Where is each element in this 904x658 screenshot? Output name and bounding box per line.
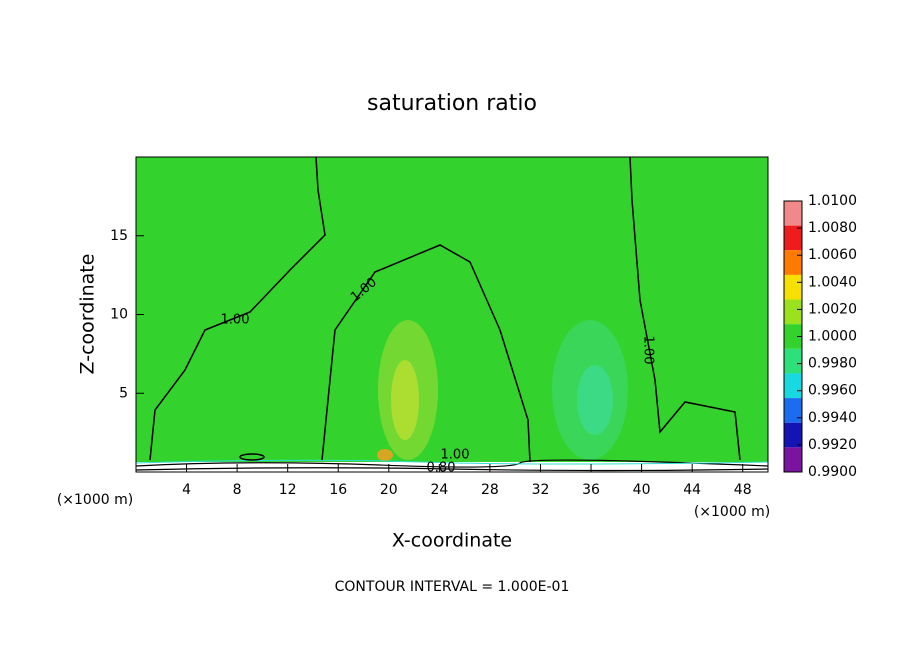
x-tick-label: 12 [279, 482, 297, 498]
colorbar-label: 1.0100 [808, 193, 857, 209]
colorbar-label: 1.0000 [808, 329, 857, 345]
colorbar-swatch [784, 398, 802, 423]
chart-title: saturation ratio [367, 91, 537, 116]
x-tick-label: 8 [233, 482, 242, 498]
contour-label: 0.80 [427, 461, 456, 476]
x-tick-label: 36 [582, 482, 600, 498]
colorbar-label: 1.0020 [808, 301, 857, 317]
x-tick-label: 16 [329, 482, 347, 498]
colorbar-label: 1.0060 [808, 247, 857, 263]
colorbar-label: 1.0080 [808, 220, 857, 236]
colorbar-swatch [784, 250, 802, 275]
x-tick-label: 32 [532, 482, 550, 498]
x-tick-label: 20 [380, 482, 398, 498]
x-tick-label: 40 [633, 482, 651, 498]
x-tick-label: 44 [683, 482, 701, 498]
y-axis-label: Z-coordinate [77, 254, 99, 375]
colorbar-label: 0.9920 [808, 437, 857, 453]
colorbar-label: 0.9960 [808, 383, 857, 399]
contour-lines [149, 156, 741, 463]
contour-label: 1.00 [641, 336, 656, 365]
plot-field [136, 157, 768, 472]
colorbar-swatch [784, 299, 802, 325]
colorbar-swatch [784, 201, 802, 226]
x-tick-label: 4 [182, 482, 191, 498]
colorbar-swatch [784, 373, 802, 399]
colorbar-swatch [784, 225, 802, 251]
x-unit-label: (×1000 m) [694, 504, 770, 520]
colorbar-swatch [784, 274, 802, 300]
colorbar-swatch [784, 422, 802, 448]
colorbar-label: 0.9940 [808, 410, 857, 426]
contour-label: 1.00 [441, 448, 470, 463]
colorbar-swatch [784, 348, 802, 374]
x-tick-label: 28 [481, 482, 499, 498]
colorbar-label: 1.0040 [808, 274, 857, 290]
x-tick-label: 24 [430, 482, 448, 498]
x-axis-label: X-coordinate [392, 530, 512, 552]
colorbar-label: 0.9980 [808, 356, 857, 372]
colorbar-label: 0.9900 [808, 464, 857, 480]
y-tick-label: 5 [119, 385, 128, 401]
colorbar-swatch [784, 324, 802, 349]
x-unit-label: (×1000 m) [57, 492, 133, 508]
contour-label: 1.00 [221, 313, 250, 328]
y-tick-label: 15 [110, 228, 128, 244]
footer-note: CONTOUR INTERVAL = 1.000E-01 [335, 579, 570, 595]
field-features [135, 320, 769, 472]
x-tick-label: 48 [734, 482, 752, 498]
y-tick-label: 10 [110, 307, 128, 323]
colorbar-swatch [784, 447, 802, 472]
